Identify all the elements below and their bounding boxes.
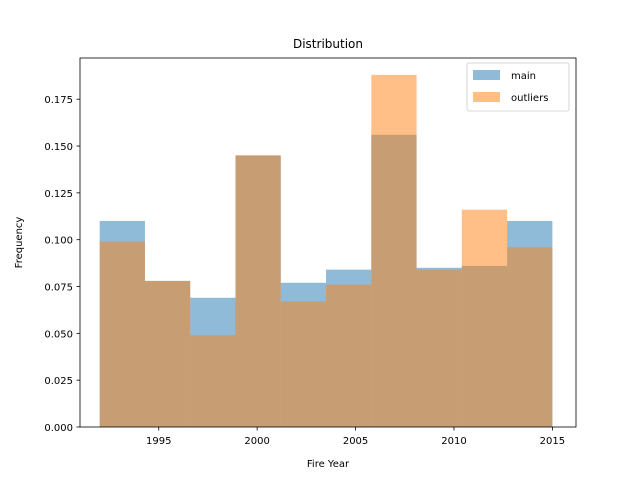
legend-label-outliers: outliers: [511, 93, 548, 104]
bar-outliers-0: [99, 241, 145, 427]
x-tick-label: 1995: [146, 436, 171, 447]
chart-title: Distribution: [293, 37, 363, 51]
bar-outliers-3: [235, 155, 281, 428]
bar-outliers-8: [461, 209, 508, 427]
y-tick-label: 0.100: [44, 236, 73, 247]
x-tick-label: 2010: [441, 436, 466, 447]
bars-layer: [99, 74, 553, 428]
x-axis-label: Fire Year: [307, 459, 350, 470]
x-tick-label: 2005: [343, 436, 368, 447]
bar-outliers-5: [326, 284, 372, 427]
bar-outliers-9: [507, 247, 553, 427]
y-axis-label: Frequency: [14, 217, 25, 269]
legend-swatch-main: [473, 70, 500, 80]
bar-outliers-1: [144, 280, 191, 427]
y-tick-label: 0.075: [44, 283, 73, 294]
bar-outliers-4: [280, 301, 327, 427]
plot-frame: [79, 57, 577, 428]
y-tick-label: 0.125: [44, 189, 73, 200]
y-tick-label: 0.050: [44, 329, 73, 340]
bar-outliers-6: [371, 74, 417, 428]
legend-label-main: main: [511, 71, 536, 82]
y-tick-label: 0.150: [44, 142, 73, 153]
x-axis-ticks: 1995 2000 2005 2010 2015: [146, 427, 565, 447]
y-tick-label: 0.175: [44, 95, 73, 106]
y-tick-label: 0.025: [44, 376, 73, 387]
x-tick-label: 2000: [244, 436, 269, 447]
legend-swatch-outliers: [473, 92, 500, 102]
x-tick-label: 2015: [540, 436, 565, 447]
y-axis-ticks: 0.000 0.025 0.050 0.075 0.100 0.125 0.150 0.175: [44, 95, 80, 434]
bar-outliers-2: [190, 335, 236, 427]
y-tick-label: 0.000: [44, 423, 73, 434]
bar-outliers-7: [416, 269, 462, 427]
legend: main outliers: [466, 62, 570, 112]
